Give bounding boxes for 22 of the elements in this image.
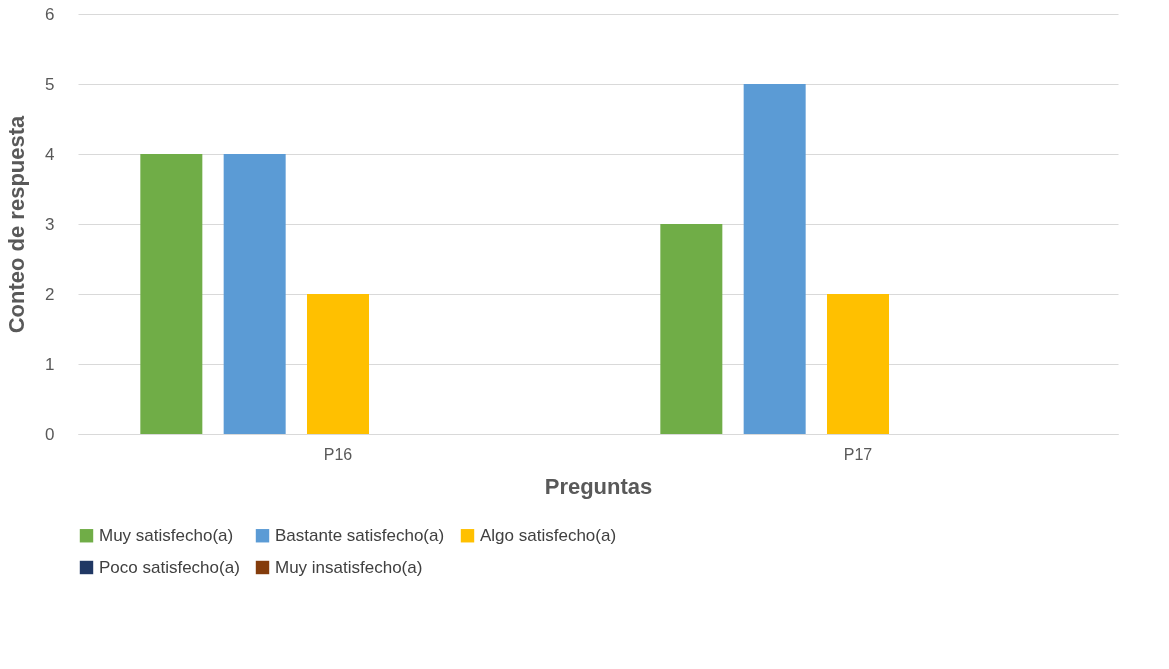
y-tick-label: 4 <box>45 144 55 164</box>
y-tick-label: 0 <box>45 424 55 444</box>
x-tick-label: P16 <box>323 445 353 463</box>
bar <box>140 154 203 434</box>
x-axis-title: Preguntas <box>544 473 653 499</box>
legend-label: Poco satisfecho(a) <box>99 557 240 577</box>
y-axis-title: Conteo de respuesta <box>4 114 30 334</box>
y-tick-label: 6 <box>45 4 55 24</box>
y-tick-label: 3 <box>45 214 55 234</box>
bar <box>223 154 286 434</box>
legend-label: Muy satisfecho(a) <box>99 525 234 545</box>
x-tick-label: P17 <box>843 445 873 463</box>
legend-label: Algo satisfecho(a) <box>480 525 617 545</box>
legend-label: Muy insatisfecho(a) <box>275 557 423 577</box>
legend-label: Bastante satisfecho(a) <box>275 525 445 545</box>
bar <box>660 224 723 434</box>
y-tick-label: 5 <box>45 74 55 94</box>
y-tick-label: 2 <box>45 284 55 304</box>
y-tick-label: 1 <box>45 354 55 374</box>
bar <box>827 294 889 434</box>
bar <box>307 294 369 434</box>
bar <box>743 84 806 434</box>
